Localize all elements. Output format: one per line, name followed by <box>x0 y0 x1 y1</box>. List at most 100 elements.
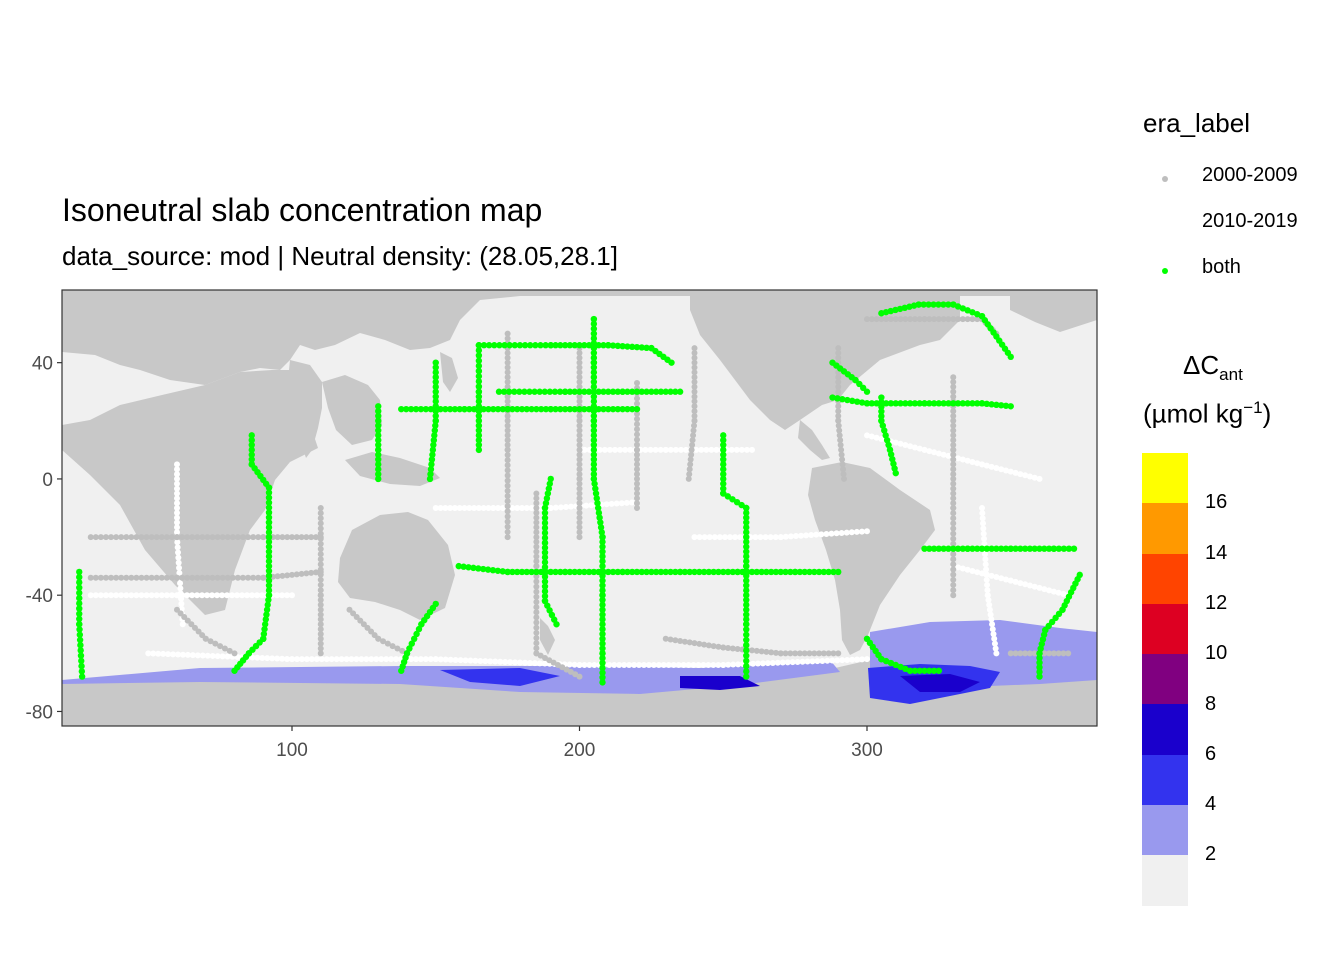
era-2000-2009-point <box>835 354 842 361</box>
era-both-point <box>724 568 732 576</box>
era-2010-2019-point <box>859 656 866 663</box>
era-2010-2019-point <box>789 659 796 666</box>
era-both-point <box>231 667 238 674</box>
era-both-point <box>432 378 439 386</box>
era-2010-2019-point <box>128 592 135 599</box>
era-2010-2019-point <box>547 505 554 511</box>
era-2010-2019-point <box>447 505 454 511</box>
era-2000-2009-point <box>1022 650 1029 657</box>
era-2010-2019-point <box>738 446 745 453</box>
era-both-point <box>265 558 273 565</box>
era-2000-2009-point <box>576 485 583 492</box>
era-2010-2019-point <box>680 661 687 668</box>
era-both-point <box>594 504 602 512</box>
era-2000-2009-point <box>148 534 155 541</box>
era-2000-2009-point <box>317 510 324 517</box>
era-both-point <box>878 412 885 420</box>
colorbar-segment <box>1142 805 1188 856</box>
era-2000-2009-point <box>504 437 511 444</box>
era-both-point <box>1017 545 1024 552</box>
era-both-point <box>715 568 722 576</box>
era-both-point <box>724 493 732 500</box>
era-both-point <box>652 568 660 576</box>
era-2010-2019-point <box>536 660 543 667</box>
era-2000-2009-point <box>317 546 324 553</box>
era-both-point <box>858 399 866 406</box>
era-2010-2019-point <box>472 657 479 664</box>
era-both-point <box>696 568 703 576</box>
era-2000-2009-point <box>634 475 640 482</box>
era-both-point <box>681 568 689 576</box>
era-both-point <box>648 388 655 395</box>
era-both-point <box>260 630 268 638</box>
era-both-point <box>265 529 273 536</box>
era-both-point <box>878 417 885 424</box>
era-2010-2019-point <box>176 569 183 576</box>
era-both-point <box>743 577 750 584</box>
era-2010-2019-point <box>174 651 181 658</box>
era-2000-2009-point <box>634 400 640 407</box>
era-2010-2019-point <box>701 534 708 541</box>
era-2010-2019-point <box>177 590 184 597</box>
era-both-point <box>545 485 553 492</box>
era-2000-2009-point <box>689 437 696 444</box>
land-new-zealand <box>540 618 555 655</box>
era-2000-2009-point <box>317 640 324 647</box>
era-both-point <box>541 529 549 537</box>
era-2000-2009-point <box>916 316 923 323</box>
era-both-point <box>614 342 622 350</box>
era-both-point <box>599 577 606 584</box>
era-both-point <box>599 587 606 594</box>
era-both-point <box>921 667 928 674</box>
era-2000-2009-point <box>303 570 310 577</box>
tracks-2000-2009 <box>87 316 1072 680</box>
era-2000-2009-point <box>576 354 583 361</box>
legend-key-2000-2009 <box>1162 176 1168 182</box>
era-both-point <box>1036 673 1043 680</box>
era-2000-2009-point <box>576 456 583 463</box>
era-both-point <box>629 388 636 395</box>
era-2000-2009-point <box>199 574 206 581</box>
era-both-point <box>511 342 519 349</box>
era-both-point <box>595 568 602 576</box>
era-both-point <box>475 383 483 390</box>
era-both-point <box>428 456 436 463</box>
era-2010-2019-point <box>407 656 414 663</box>
era-both-point <box>581 568 588 576</box>
era-2010-2019-point <box>165 651 172 658</box>
era-2000-2009-point <box>686 471 693 478</box>
era-2010-2019-point <box>601 446 608 453</box>
era-both-point <box>638 568 645 576</box>
era-both-point <box>1036 659 1043 666</box>
era-2000-2009-point <box>317 505 324 511</box>
era-2010-2019-point <box>541 660 548 667</box>
era-both-point <box>743 524 750 531</box>
era-2010-2019-point <box>749 660 756 667</box>
era-both-point <box>248 441 255 449</box>
era-2000-2009-point <box>317 540 324 547</box>
era-2000-2009-point <box>892 316 899 323</box>
era-2000-2009-point <box>97 534 104 541</box>
era-both-point <box>261 625 268 633</box>
era-2010-2019-point <box>586 661 593 668</box>
chart-title: Isoneutral slab concentration map <box>62 192 543 228</box>
era-2000-2009-point <box>634 380 640 387</box>
era-2010-2019-point <box>178 595 185 602</box>
era-both-point <box>925 301 932 308</box>
era-2000-2009-point <box>163 534 170 541</box>
era-both-point <box>431 432 438 439</box>
era-both-point <box>926 400 933 407</box>
era-2010-2019-point <box>495 505 502 511</box>
era-both-point <box>638 344 645 351</box>
era-both-point <box>825 568 832 576</box>
era-2010-2019-point <box>175 549 182 556</box>
era-2010-2019-point <box>979 510 986 517</box>
era-2010-2019-point <box>466 505 473 511</box>
era-2010-2019-point <box>179 621 186 628</box>
era-both-point <box>733 498 741 506</box>
era-2010-2019-point <box>1036 475 1043 482</box>
legend-label-2010-2019: 2010-2019 <box>1202 210 1298 232</box>
era-both-point <box>375 432 382 439</box>
era-both-point <box>600 388 607 395</box>
era-both-point <box>906 667 914 674</box>
